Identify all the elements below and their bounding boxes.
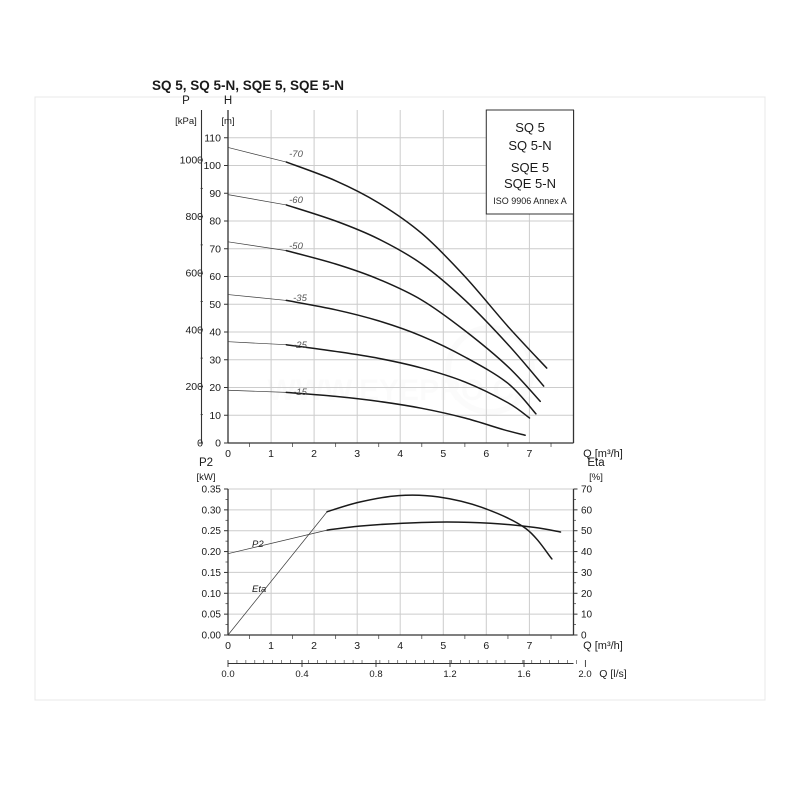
svg-text:0.05: 0.05 (202, 610, 222, 621)
svg-text:40: 40 (209, 327, 221, 339)
svg-text:SQE 5: SQE 5 (511, 160, 549, 175)
svg-text:[kW]: [kW] (197, 472, 216, 483)
svg-text:1: 1 (268, 640, 274, 652)
svg-text:10: 10 (209, 410, 221, 422)
svg-text:0.8: 0.8 (369, 669, 382, 680)
svg-text:20: 20 (581, 589, 593, 600)
svg-text:60: 60 (581, 505, 593, 516)
svg-text:80: 80 (209, 216, 221, 228)
svg-text:SQ 5, SQ 5-N, SQE 5, SQE 5-N: SQ 5, SQ 5-N, SQE 5, SQE 5-N (152, 78, 344, 93)
svg-text:0.0: 0.0 (221, 669, 234, 680)
svg-text:0.00: 0.00 (202, 631, 222, 642)
svg-text:SQ 5-N: SQ 5-N (508, 138, 551, 153)
svg-text:-25: -25 (293, 340, 307, 351)
svg-text:0.20: 0.20 (202, 547, 222, 558)
svg-text:7: 7 (526, 448, 532, 460)
svg-text:0.15: 0.15 (202, 568, 222, 579)
svg-text:P: P (182, 95, 190, 107)
svg-text:6: 6 (483, 640, 489, 652)
svg-text:100: 100 (203, 160, 221, 172)
svg-text:1: 1 (268, 448, 274, 460)
svg-text:0.10: 0.10 (202, 589, 222, 600)
svg-text:-70: -70 (289, 149, 303, 160)
svg-text:5: 5 (440, 448, 446, 460)
svg-text:2: 2 (311, 448, 317, 460)
svg-text:6: 6 (483, 448, 489, 460)
svg-text:30: 30 (209, 354, 221, 366)
svg-text:-50: -50 (289, 241, 303, 252)
svg-text:0: 0 (225, 640, 231, 652)
svg-text:4: 4 (397, 640, 403, 652)
svg-text:50: 50 (581, 526, 593, 537)
svg-text:2.0: 2.0 (578, 669, 591, 680)
svg-text:1.2: 1.2 (443, 669, 456, 680)
svg-text:3: 3 (354, 640, 360, 652)
svg-text:[m]: [m] (221, 116, 234, 127)
svg-text:-60: -60 (289, 195, 303, 206)
svg-text:0.25: 0.25 (202, 526, 222, 537)
svg-text:40: 40 (581, 547, 593, 558)
svg-text:ISO 9906 Annex A: ISO 9906 Annex A (493, 196, 567, 206)
svg-text:0.30: 0.30 (202, 505, 222, 516)
svg-text:3: 3 (354, 448, 360, 460)
svg-text:[kPa]: [kPa] (175, 116, 197, 127)
svg-text:5: 5 (440, 640, 446, 652)
svg-text:-15: -15 (293, 387, 307, 398)
svg-text:60: 60 (209, 271, 221, 283)
svg-text:0: 0 (225, 448, 231, 460)
svg-text:P2: P2 (199, 457, 213, 469)
svg-text:Q [l/s]: Q [l/s] (599, 668, 627, 680)
svg-text:Q [m³/h]: Q [m³/h] (583, 640, 623, 652)
svg-text:90: 90 (209, 188, 221, 200)
svg-text:0.4: 0.4 (295, 669, 308, 680)
svg-text:20: 20 (209, 382, 221, 394)
svg-text:4: 4 (397, 448, 403, 460)
svg-text:30: 30 (581, 568, 593, 579)
svg-text:10: 10 (581, 610, 593, 621)
svg-text:[%]: [%] (589, 472, 603, 483)
svg-text:70: 70 (581, 485, 593, 496)
svg-text:7: 7 (526, 640, 532, 652)
svg-text:SQ 5: SQ 5 (515, 120, 545, 135)
svg-text:110: 110 (204, 132, 221, 144)
svg-text:P2: P2 (252, 539, 264, 550)
svg-text:0: 0 (215, 438, 221, 450)
svg-text:-35: -35 (293, 293, 307, 304)
svg-text:2: 2 (311, 640, 317, 652)
svg-text:SQE 5-N: SQE 5-N (504, 176, 556, 191)
svg-text:0.35: 0.35 (202, 485, 222, 496)
svg-text:1.6: 1.6 (517, 669, 530, 680)
svg-text:Eta: Eta (587, 457, 605, 469)
svg-text:50: 50 (209, 299, 221, 311)
svg-text:70: 70 (209, 243, 221, 255)
svg-text:H: H (224, 95, 232, 107)
